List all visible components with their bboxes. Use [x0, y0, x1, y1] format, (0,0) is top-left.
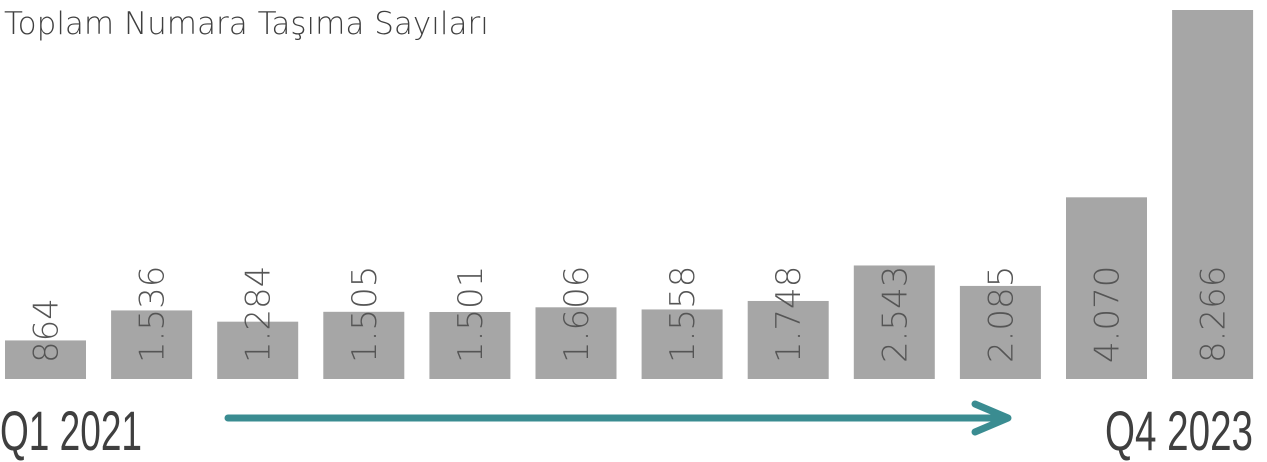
value-label: 4.070 [1088, 266, 1128, 363]
bar [959, 285, 1041, 379]
bar [747, 300, 829, 379]
bar [217, 321, 299, 379]
value-label: 1.606 [557, 266, 597, 363]
value-label: 1.505 [345, 266, 385, 363]
bar [323, 311, 405, 379]
value-label: 2.085 [981, 266, 1021, 363]
value-label: 1.536 [133, 266, 173, 363]
bar [429, 311, 511, 379]
value-label: 1.748 [769, 266, 809, 363]
value-label: 864 [27, 298, 67, 363]
bar [853, 265, 935, 379]
chart-title: Toplam Numara Taşıma Sayıları [4, 6, 489, 42]
value-label: 1.501 [451, 266, 491, 363]
bar [535, 307, 617, 379]
value-label: 1.284 [239, 266, 279, 363]
bar [1066, 197, 1147, 379]
value-label: 2.543 [875, 266, 915, 363]
arrow-head [971, 400, 1012, 436]
value-label: 1.558 [663, 266, 703, 363]
value-label: 8.266 [1194, 266, 1234, 363]
timeline-arrow [224, 400, 1012, 436]
bar [641, 309, 723, 379]
x-tick-label: Q1 2021 [0, 399, 142, 462]
bar [5, 340, 86, 379]
x-tick-label: Q4 2023 [1105, 399, 1253, 462]
bar [111, 310, 193, 379]
bar [1172, 10, 1254, 379]
